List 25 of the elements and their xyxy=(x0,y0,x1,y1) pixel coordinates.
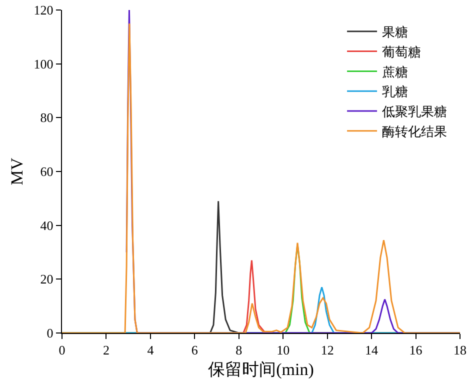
y-tick-label: 60 xyxy=(40,164,54,180)
y-tick-label: 120 xyxy=(34,2,54,18)
legend-label: 乳糖 xyxy=(382,85,408,100)
y-tick-label: 20 xyxy=(40,272,54,287)
legend-label: 酶转化结果 xyxy=(382,124,448,140)
y-axis-title: MV xyxy=(7,157,26,186)
x-tick-label: 8 xyxy=(236,342,242,358)
y-tick-label: 100 xyxy=(34,56,54,72)
x-tick-label: 2 xyxy=(102,342,110,358)
y-tick-label: 80 xyxy=(40,110,54,126)
x-tick-label: 18 xyxy=(454,342,466,358)
legend-label: 蔗糖 xyxy=(382,65,408,80)
x-tick-label: 10 xyxy=(276,342,290,358)
y-tick-label: 40 xyxy=(40,218,54,233)
x-tick-label: 16 xyxy=(409,342,423,358)
legend-label: 果糖 xyxy=(382,25,408,40)
x-tick-label: 14 xyxy=(365,342,379,358)
x-tick-label: 12 xyxy=(320,342,334,358)
x-tick-label: 6 xyxy=(191,342,198,358)
x-axis-title: 保留时间(min) xyxy=(208,360,314,380)
legend-label: 葡萄糖 xyxy=(382,45,422,60)
y-tick-label: 0 xyxy=(46,326,54,341)
x-tick-label: 0 xyxy=(58,342,66,358)
legend-label: 低聚乳果糖 xyxy=(382,105,448,120)
x-tick-label: 4 xyxy=(147,342,154,358)
